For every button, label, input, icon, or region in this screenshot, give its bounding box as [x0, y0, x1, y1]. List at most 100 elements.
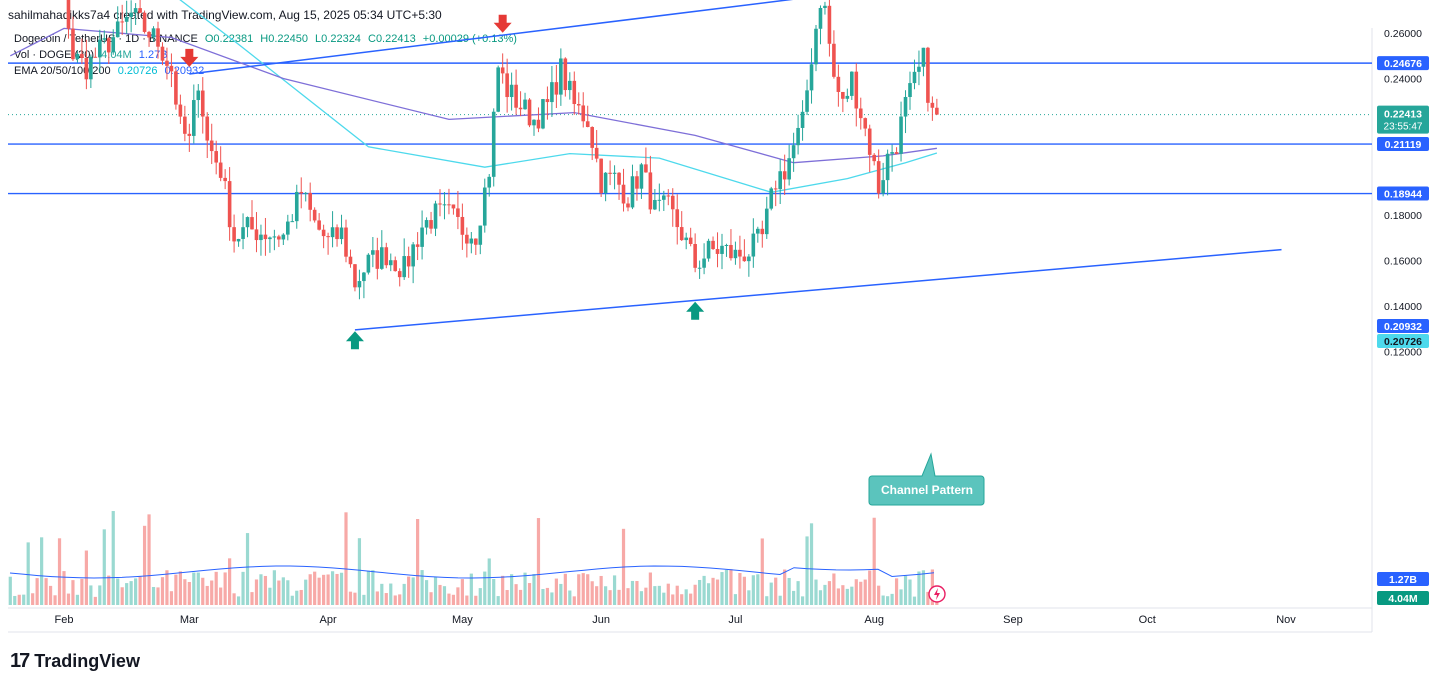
volume-bar: [604, 586, 608, 605]
candle-body: [326, 236, 330, 238]
candle-body: [102, 38, 107, 40]
volume-bar: [187, 581, 191, 605]
candle-body: [715, 249, 720, 254]
candle-body: [930, 102, 935, 108]
channel-lower-line[interactable]: [354, 248, 1282, 331]
candle-body: [738, 249, 742, 257]
candle-body: [120, 21, 124, 23]
volume-bar: [438, 584, 442, 605]
volume-bar: [254, 579, 259, 605]
volume-bar: [102, 529, 106, 605]
volume-bar: [859, 581, 863, 605]
y-tick-label: 0.12000: [1384, 347, 1422, 359]
volume-bar: [142, 525, 147, 605]
candle-body: [926, 47, 930, 103]
ohlc-close: C0.22413: [368, 33, 416, 45]
candle-body: [474, 238, 478, 245]
volume-bar: [232, 593, 236, 605]
ema-20-line: [179, 0, 938, 193]
candle-body: [147, 31, 151, 38]
volume-bar: [219, 587, 223, 605]
price-chart[interactable]: 0.12000 0.14000 0.16000 0.18000 0.24000 0.260…: [0, 0, 1450, 640]
volume-bar: [371, 570, 375, 605]
candle-body: [460, 216, 465, 235]
level-badge-box: [1377, 56, 1429, 71]
tradingview-logo[interactable]: 17 TradingView: [10, 650, 140, 673]
volume-bar: [290, 595, 294, 605]
candle-body: [711, 240, 715, 250]
candle-body: [335, 227, 339, 240]
candle-body: [111, 37, 116, 53]
volume-bar: [800, 596, 805, 605]
candle-body: [760, 228, 765, 235]
volume-bar: [648, 572, 652, 605]
candle-body: [832, 43, 836, 77]
volume-bar: [572, 596, 576, 605]
candle-body: [299, 191, 304, 194]
volume-bar: [210, 580, 214, 605]
candle-body: [773, 188, 778, 190]
volume-bar: [554, 578, 558, 605]
volume-bar: [228, 558, 232, 605]
volume-bar: [107, 575, 111, 605]
candle-body: [165, 60, 169, 66]
candle-body: [397, 271, 402, 278]
volume-bar: [433, 576, 438, 605]
volume-bar: [662, 592, 666, 605]
candle-body: [791, 145, 796, 159]
volume-bar: [666, 583, 670, 605]
channel-upper-line[interactable]: [189, 0, 1210, 75]
channel-pattern-callout[interactable]: [868, 452, 985, 506]
level-badge-label: 0.18944: [1384, 189, 1422, 201]
volume-bar: [116, 578, 120, 605]
volume-bar: [715, 579, 720, 605]
candle-body: [823, 5, 827, 8]
candle-body: [232, 227, 236, 242]
volume-bar: [747, 590, 751, 605]
candle-body: [424, 220, 429, 228]
level-badge-label: 0.21119: [1385, 139, 1422, 151]
volume-bar: [71, 580, 75, 605]
volume-bar: [586, 574, 590, 605]
candle-body: [850, 71, 854, 96]
candle-body: [818, 7, 823, 29]
volume-bar: [550, 592, 554, 605]
candle-body: [630, 176, 635, 208]
candle-body: [912, 71, 917, 84]
lightning-icon-glyph: [934, 588, 940, 600]
candle-body: [286, 221, 290, 235]
candle-body: [241, 227, 245, 239]
volume-bar: [545, 587, 550, 605]
volume-bar: [886, 596, 890, 605]
volume-bar: [44, 578, 48, 605]
candle-body: [317, 220, 321, 230]
volume-bar: [317, 577, 321, 605]
volume-bar: [192, 572, 196, 605]
candle-body: [742, 256, 747, 262]
volume-bar: [13, 595, 17, 605]
volume-bar: [836, 588, 840, 605]
volume-bar: [456, 587, 460, 605]
candle-body: [406, 256, 411, 267]
volume-bar: [523, 572, 527, 605]
level-badge-label: 0.24676: [1384, 58, 1422, 70]
volume-bar: [675, 585, 679, 605]
candle-body: [917, 66, 921, 72]
volume-bar: [196, 572, 200, 605]
volume-bar: [111, 511, 115, 605]
volume-bar: [214, 571, 218, 605]
candle-body: [724, 244, 729, 246]
volume-bar: [384, 593, 388, 605]
volume-bar: [693, 584, 697, 605]
candle-body: [523, 99, 527, 110]
candle-body: [183, 116, 187, 134]
volume-badge-box: [1377, 591, 1429, 605]
volume-bar: [823, 584, 827, 605]
candle-body: [903, 96, 908, 117]
candle-body: [429, 220, 433, 229]
ema-badge-label: 0.20726: [1384, 336, 1422, 348]
candle-body: [845, 95, 850, 99]
volume-ma-badge-box: [1377, 572, 1429, 586]
candle-body: [456, 208, 460, 217]
volume-bar: [671, 594, 675, 605]
